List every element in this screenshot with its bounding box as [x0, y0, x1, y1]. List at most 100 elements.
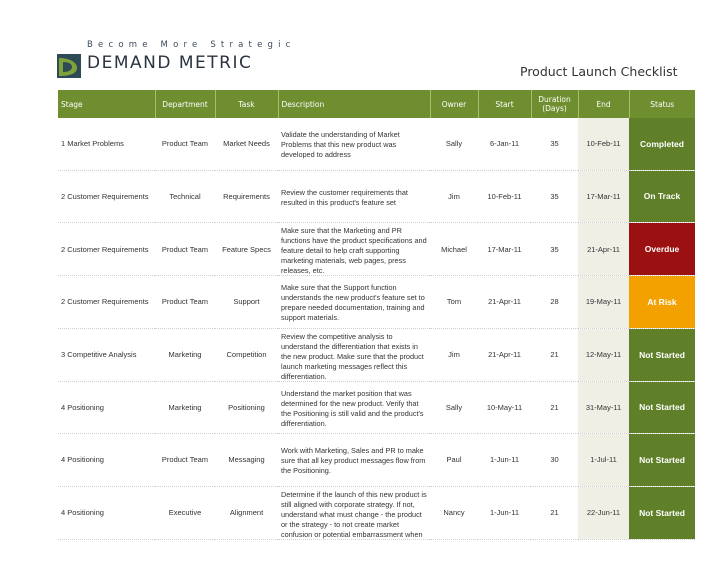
department-cell: Product Team	[155, 275, 215, 329]
checklist-table: Stage Department Task Description Owner …	[58, 90, 695, 540]
description-text: Make sure that the Support function unde…	[281, 283, 425, 323]
column-header-status: Status	[629, 90, 695, 118]
duration-cell: 28	[531, 275, 578, 329]
owner-cell: Sally	[430, 381, 478, 434]
task-cell: Feature Specs	[215, 222, 278, 276]
start-cell: 1-Jun-11	[478, 433, 531, 487]
table-row: 2 Customer Requirements Product Team Featu…	[58, 222, 695, 276]
start-cell: 21-Apr-11	[478, 328, 531, 382]
column-header-task: Task	[215, 90, 279, 118]
description-cell: Make sure that the Marketing and PR func…	[278, 222, 430, 276]
description-text: Validate the understanding of Market Pro…	[281, 130, 400, 160]
end-cell: 31-May-11	[578, 381, 629, 434]
department-cell: Product Team	[155, 222, 215, 276]
duration-cell: 35	[531, 222, 578, 276]
start-cell: 6-Jan-11	[478, 118, 531, 171]
description-text: Review the customer requirements that re…	[281, 187, 408, 207]
start-cell: 21-Apr-11	[478, 275, 531, 329]
description-cell: Validate the understanding of Market Pro…	[278, 118, 430, 171]
department-cell: Marketing	[155, 381, 215, 434]
stage-cell: 2 Customer Requirements	[58, 222, 155, 276]
column-header-owner: Owner	[430, 90, 479, 118]
tagline: Become More Strategic	[87, 40, 296, 50]
description-cell: Work with Marketing, Sales and PR to mak…	[278, 433, 430, 487]
stage-cell: 2 Customer Requirements	[58, 275, 155, 329]
owner-cell: Jim	[430, 328, 478, 382]
stage-cell: 4 Positioning	[58, 486, 155, 540]
end-cell: 12-May-11	[578, 328, 629, 382]
stage-cell: 4 Positioning	[58, 381, 155, 434]
end-cell: 19-May-11	[578, 275, 629, 329]
demand-metric-logo-icon	[57, 54, 81, 78]
status-badge: At Risk	[629, 275, 695, 329]
duration-cell: 30	[531, 433, 578, 487]
task-cell: Competition	[215, 328, 278, 382]
status-badge: Overdue	[629, 222, 695, 276]
column-header-start: Start	[478, 90, 532, 118]
table-row: 4 Positioning Executive Alignment Determine…	[58, 486, 695, 540]
table-row: 4 Positioning Product Team Messaging Work w…	[58, 433, 695, 487]
task-cell: Alignment	[215, 486, 278, 540]
start-cell: 1-Jun-11	[478, 486, 531, 540]
owner-cell: Paul	[430, 433, 478, 487]
department-cell: Technical	[155, 170, 215, 223]
task-cell: Positioning	[215, 381, 278, 434]
column-header-duration: Duration (Days)	[531, 90, 579, 118]
owner-cell: Nancy	[430, 486, 478, 540]
description-text: Understand the market position that was …	[281, 388, 424, 428]
page-title: Product Launch Checklist	[520, 64, 678, 79]
status-badge: On Track	[629, 170, 695, 223]
description-text: Work with Marketing, Sales and PR to mak…	[281, 446, 426, 476]
description-cell: Review the customer requirements that re…	[278, 170, 430, 223]
description-text: Review the competitive analysis to under…	[281, 331, 424, 381]
start-cell: 17-Mar-11	[478, 222, 531, 276]
owner-cell: Jim	[430, 170, 478, 223]
description-text: Determine if the launch of this new prod…	[281, 489, 427, 539]
status-badge: Not Started	[629, 486, 695, 540]
brand-name: DEMAND METRIC	[87, 53, 253, 73]
end-cell: 22-Jun-11	[578, 486, 629, 540]
column-header-department: Department	[155, 90, 216, 118]
stage-cell: 3 Competitive Analysis	[58, 328, 155, 382]
brand-logo: Become More Strategic DEMAND METRIC	[57, 40, 290, 82]
duration-cell: 35	[531, 118, 578, 171]
description-text: Make sure that the Marketing and PR func…	[281, 226, 427, 275]
description-cell: Make sure that the Support function unde…	[278, 275, 430, 329]
stage-cell: 4 Positioning	[58, 433, 155, 487]
end-cell: 1-Jul-11	[578, 433, 629, 487]
end-cell: 21-Apr-11	[578, 222, 629, 276]
owner-cell: Tom	[430, 275, 478, 329]
end-cell: 17-Mar-11	[578, 170, 629, 223]
department-cell: Executive	[155, 486, 215, 540]
table-row: 1 Market Problems Product Team Market Need…	[58, 118, 695, 171]
duration-cell: 35	[531, 170, 578, 223]
table-row: 4 Positioning Marketing Positioning Underst…	[58, 381, 695, 434]
end-cell: 10-Feb-11	[578, 118, 629, 171]
owner-cell: Sally	[430, 118, 478, 171]
status-badge: Not Started	[629, 381, 695, 434]
stage-cell: 1 Market Problems	[58, 118, 155, 171]
description-cell: Determine if the launch of this new prod…	[278, 486, 430, 540]
task-cell: Messaging	[215, 433, 278, 487]
duration-cell: 21	[531, 486, 578, 540]
duration-cell: 21	[531, 328, 578, 382]
task-cell: Market Needs	[215, 118, 278, 171]
column-header-end: End	[578, 90, 630, 118]
status-badge: Not Started	[629, 328, 695, 382]
duration-cell: 21	[531, 381, 578, 434]
column-header-stage: Stage	[58, 90, 156, 118]
description-cell: Review the competitive analysis to under…	[278, 328, 430, 382]
department-cell: Product Team	[155, 433, 215, 487]
column-header-description: Description	[278, 90, 431, 118]
stage-cell: 2 Customer Requirements	[58, 170, 155, 223]
description-cell: Understand the market position that was …	[278, 381, 430, 434]
table-header-row: Stage Department Task Description Owner …	[58, 90, 695, 118]
status-badge: Not Started	[629, 433, 695, 487]
start-cell: 10-Feb-11	[478, 170, 531, 223]
owner-cell: Michael	[430, 222, 478, 276]
task-cell: Support	[215, 275, 278, 329]
start-cell: 10-May-11	[478, 381, 531, 434]
table-row: 3 Competitive Analysis Marketing Competiti…	[58, 328, 695, 382]
department-cell: Marketing	[155, 328, 215, 382]
status-badge: Completed	[629, 118, 695, 171]
